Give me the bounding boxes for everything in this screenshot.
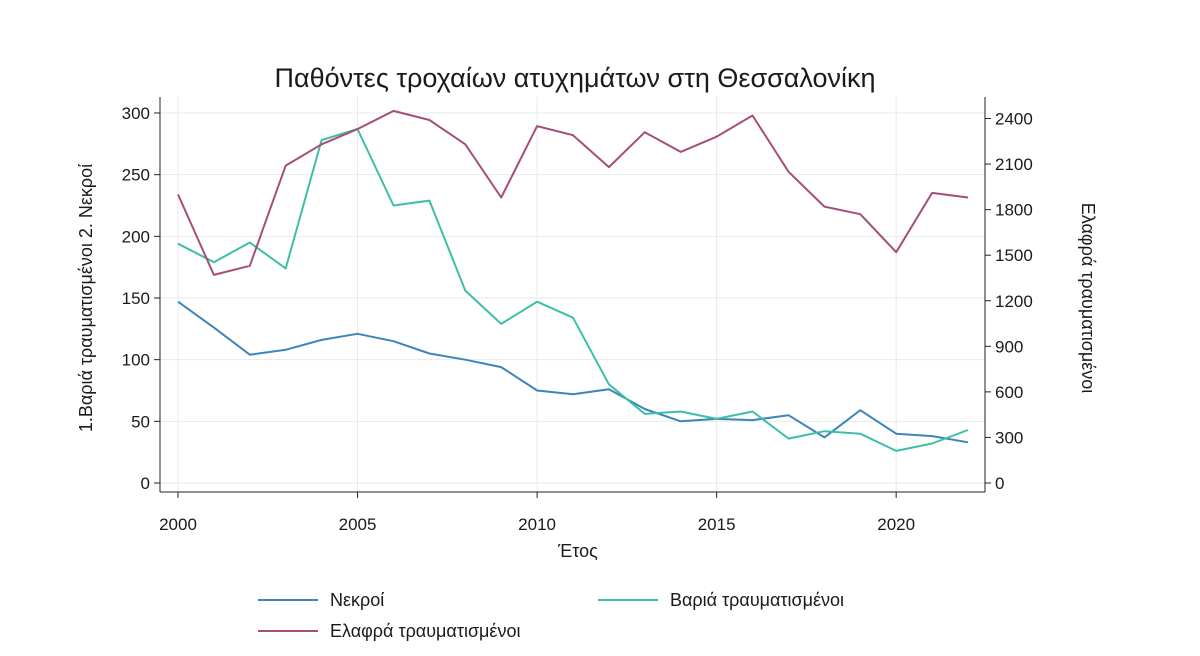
y-axis-left-label: 1.Βαριά τραυματισμένοι 2. Νεκροί bbox=[76, 164, 96, 432]
x-tick-label: 2015 bbox=[698, 515, 736, 534]
y-right-tick-label: 1800 bbox=[995, 201, 1033, 220]
y-left-tick-label: 250 bbox=[122, 166, 150, 185]
y-left-tick-label: 200 bbox=[122, 227, 150, 246]
y-right-tick-label: 900 bbox=[995, 337, 1023, 356]
x-tick-label: 2000 bbox=[159, 515, 197, 534]
legend-label-light: Ελαφρά τραυματισμένοι bbox=[330, 621, 520, 641]
legend-label-serious: Βαριά τραυματισμένοι bbox=[670, 590, 844, 610]
x-tick-label: 2010 bbox=[518, 515, 556, 534]
y-right-tick-label: 0 bbox=[995, 474, 1004, 493]
y-left-tick-label: 300 bbox=[122, 104, 150, 123]
chart-title: Παθόντες τροχαίων ατυχημάτων στη Θεσσαλο… bbox=[274, 63, 875, 93]
series-line-deaths bbox=[177, 300, 969, 444]
x-tick-label: 2020 bbox=[877, 515, 915, 534]
y-axis-right-label: Ελαφρά τραυματισμένοι bbox=[1078, 203, 1098, 393]
series-lines bbox=[177, 109, 969, 452]
y-right-tick-label: 1500 bbox=[995, 246, 1033, 265]
y-right-tick-label: 600 bbox=[995, 383, 1023, 402]
y-right-tick-label: 1200 bbox=[995, 292, 1033, 311]
series-line-light bbox=[177, 109, 969, 276]
legend-label-deaths: Νεκροί bbox=[330, 590, 384, 610]
y-right-tick-label: 2400 bbox=[995, 110, 1033, 129]
y-left-tick-label: 150 bbox=[122, 289, 150, 308]
y-right-tick-label: 300 bbox=[995, 428, 1023, 447]
y-right-tick-label: 2100 bbox=[995, 155, 1033, 174]
y-left-tick-label: 0 bbox=[141, 474, 150, 493]
x-axis-label: Έτος bbox=[557, 541, 598, 561]
x-tick-label: 2005 bbox=[339, 515, 377, 534]
series-line-serious bbox=[177, 128, 969, 452]
y-left-tick-label: 50 bbox=[131, 412, 150, 431]
axes: 0 50 100 150 200 250 300 0 300 600 900 1200 1500 1800… bbox=[122, 97, 1033, 534]
y-left-tick-label: 100 bbox=[122, 351, 150, 370]
legend: Νεκροί Βαριά τραυματισμένοι Ελαφρά τραυμ… bbox=[258, 590, 844, 641]
gridlines bbox=[160, 97, 985, 492]
